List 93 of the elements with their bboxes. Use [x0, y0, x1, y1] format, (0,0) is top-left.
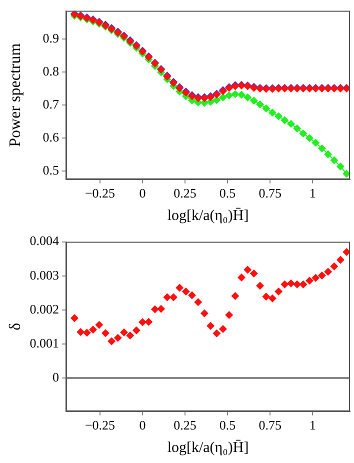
- point: [312, 274, 320, 282]
- point: [286, 120, 295, 128]
- point: [89, 326, 98, 334]
- point: [225, 91, 234, 100]
- point: [212, 329, 221, 338]
- y-tick-label: 0.6: [42, 130, 60, 144]
- point: [225, 311, 234, 320]
- point: [176, 284, 184, 292]
- point: [114, 334, 122, 342]
- point: [330, 156, 338, 164]
- point: [231, 90, 240, 98]
- point: [101, 329, 110, 338]
- y-tick-label: 0.7: [42, 96, 60, 112]
- point: [212, 96, 221, 104]
- point: [206, 322, 215, 330]
- point: [108, 337, 116, 346]
- point: [324, 150, 332, 158]
- y-axis-title: Power spectrum: [6, 42, 24, 147]
- point: [268, 108, 276, 117]
- y-tick-label: 0.003: [30, 267, 59, 282]
- point: [244, 93, 252, 102]
- point: [280, 280, 289, 288]
- point: [330, 262, 338, 270]
- point: [318, 272, 326, 280]
- point: [182, 288, 190, 296]
- point: [218, 324, 227, 333]
- x-tick-label: −0.25: [84, 418, 116, 433]
- x-tick-label: 0: [139, 186, 146, 201]
- point: [293, 124, 302, 132]
- x-tick-label: −0.25: [84, 186, 116, 201]
- point: [306, 134, 314, 142]
- point: [200, 309, 208, 318]
- point: [238, 90, 246, 99]
- point: [256, 100, 264, 108]
- point: [188, 291, 196, 300]
- point: [144, 318, 153, 326]
- x-tick-label: 0.75: [258, 418, 282, 433]
- x-tick-label: 0.5: [219, 418, 236, 433]
- point: [82, 328, 91, 337]
- y-tick-label: 0.9: [42, 30, 59, 46]
- point: [244, 266, 252, 274]
- point: [138, 318, 147, 326]
- point: [262, 292, 270, 301]
- point: [312, 138, 320, 147]
- point: [238, 274, 246, 282]
- point: [336, 162, 344, 171]
- x-tick-label: 0.25: [174, 186, 196, 201]
- point: [293, 280, 302, 288]
- point: [274, 112, 283, 120]
- y-tick-label: 0.5: [42, 162, 59, 178]
- point: [157, 304, 166, 313]
- x-tick-label: 1: [309, 186, 316, 201]
- point: [256, 282, 264, 290]
- x-axis-title: log[k/a(η₀)H̄]: [167, 439, 249, 456]
- x-tick-label: 0.25: [174, 418, 196, 433]
- point: [95, 320, 104, 329]
- point: [231, 292, 240, 300]
- point: [274, 288, 283, 296]
- point: [268, 294, 276, 302]
- point: [280, 116, 289, 124]
- x-tick-label: 0.75: [258, 186, 282, 201]
- y-axis-title: δ: [6, 322, 24, 330]
- x-tick-label: 1: [309, 418, 316, 433]
- point: [126, 331, 134, 340]
- point: [250, 96, 258, 105]
- point: [286, 279, 295, 288]
- y-tick-label: 0.001: [30, 335, 59, 350]
- y-tick-label: 0: [52, 369, 59, 384]
- point: [150, 305, 159, 314]
- point: [163, 293, 172, 302]
- x-tick-label: 0: [139, 418, 146, 433]
- point: [342, 170, 350, 178]
- y-tick-label: 0.8: [42, 63, 59, 78]
- point: [132, 326, 140, 334]
- point: [262, 104, 270, 112]
- y-tick-label: 0.004: [30, 233, 60, 248]
- x-axis-title: log[k/a(η₀)H̄]: [167, 207, 249, 224]
- point: [324, 268, 332, 276]
- point: [250, 269, 258, 278]
- point: [299, 280, 308, 288]
- x-tick-label: 0.5: [219, 186, 236, 201]
- point: [336, 256, 344, 264]
- point: [169, 293, 178, 302]
- point: [76, 328, 85, 336]
- y-tick-label: 0.002: [30, 301, 59, 316]
- point: [194, 298, 202, 306]
- point: [306, 276, 314, 285]
- point: [120, 328, 128, 336]
- point: [218, 93, 227, 102]
- point: [342, 248, 350, 256]
- point: [299, 129, 308, 138]
- point: [318, 144, 326, 152]
- point: [70, 314, 79, 322]
